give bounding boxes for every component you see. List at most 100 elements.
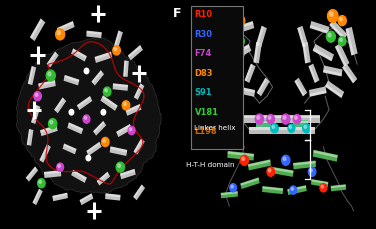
FancyArrow shape xyxy=(40,125,58,136)
FancyArrow shape xyxy=(249,127,315,130)
FancyArrow shape xyxy=(91,70,104,86)
FancyArrow shape xyxy=(44,170,61,178)
FancyArrow shape xyxy=(117,124,131,134)
Circle shape xyxy=(123,102,126,106)
FancyArrow shape xyxy=(262,186,283,194)
Circle shape xyxy=(231,185,233,188)
FancyArrow shape xyxy=(133,185,143,198)
Circle shape xyxy=(340,17,343,21)
FancyArrow shape xyxy=(220,81,237,95)
FancyArrow shape xyxy=(77,96,92,110)
FancyArrow shape xyxy=(97,172,109,183)
FancyArrow shape xyxy=(64,144,76,151)
FancyArrow shape xyxy=(238,86,255,97)
Circle shape xyxy=(238,17,241,21)
FancyArrow shape xyxy=(71,48,87,62)
FancyArrow shape xyxy=(220,81,239,98)
FancyArrow shape xyxy=(30,18,45,41)
FancyArrow shape xyxy=(309,65,317,83)
Circle shape xyxy=(129,128,132,131)
FancyArrow shape xyxy=(72,49,86,58)
FancyArrow shape xyxy=(116,124,132,137)
FancyArrow shape xyxy=(253,42,262,63)
Circle shape xyxy=(114,47,117,51)
FancyArrow shape xyxy=(248,160,270,167)
Circle shape xyxy=(283,116,286,119)
Circle shape xyxy=(304,125,306,128)
FancyArrow shape xyxy=(230,44,251,61)
FancyArrow shape xyxy=(313,48,332,61)
FancyArrow shape xyxy=(227,151,254,161)
Text: D83: D83 xyxy=(195,69,213,78)
FancyArrow shape xyxy=(128,45,143,60)
Circle shape xyxy=(238,38,241,41)
FancyArrow shape xyxy=(287,185,306,192)
FancyArrow shape xyxy=(27,129,31,145)
FancyArrow shape xyxy=(257,78,267,94)
FancyArrow shape xyxy=(31,105,38,123)
Circle shape xyxy=(102,137,109,147)
FancyArrow shape xyxy=(249,127,315,134)
FancyArrow shape xyxy=(67,122,83,134)
FancyArrow shape xyxy=(26,167,36,179)
FancyArrow shape xyxy=(52,193,68,198)
FancyArrow shape xyxy=(100,95,118,111)
FancyArrow shape xyxy=(331,185,346,188)
Circle shape xyxy=(267,114,274,124)
FancyArrow shape xyxy=(313,44,334,61)
Text: L198: L198 xyxy=(195,127,217,136)
FancyArrow shape xyxy=(221,65,241,76)
FancyArrow shape xyxy=(245,64,253,81)
FancyArrow shape xyxy=(313,150,338,158)
Circle shape xyxy=(128,126,135,135)
Circle shape xyxy=(105,89,108,92)
FancyArrow shape xyxy=(295,80,305,96)
Circle shape xyxy=(271,124,278,133)
Text: H-T-H domain: H-T-H domain xyxy=(186,162,235,168)
FancyArrow shape xyxy=(240,177,260,189)
FancyArrow shape xyxy=(297,26,308,47)
FancyArrow shape xyxy=(28,66,36,85)
FancyArrow shape xyxy=(64,75,79,82)
FancyArrow shape xyxy=(31,105,40,124)
FancyArrow shape xyxy=(238,87,255,93)
Circle shape xyxy=(282,114,290,124)
FancyArrow shape xyxy=(134,83,144,100)
FancyArrow shape xyxy=(329,23,345,40)
FancyArrow shape xyxy=(262,186,283,191)
FancyArrow shape xyxy=(346,28,354,55)
FancyArrow shape xyxy=(86,31,102,38)
FancyArrow shape xyxy=(221,191,238,195)
Text: R10: R10 xyxy=(195,10,213,19)
Circle shape xyxy=(272,125,274,128)
FancyArrow shape xyxy=(120,169,135,176)
Text: F74: F74 xyxy=(195,49,212,58)
FancyArrow shape xyxy=(215,43,229,67)
Circle shape xyxy=(257,116,260,119)
Circle shape xyxy=(283,157,286,161)
FancyArrow shape xyxy=(256,26,267,47)
FancyArrow shape xyxy=(311,180,328,184)
FancyArrow shape xyxy=(93,121,105,133)
FancyArrow shape xyxy=(302,42,311,63)
Circle shape xyxy=(58,164,60,167)
Circle shape xyxy=(328,33,331,37)
FancyArrow shape xyxy=(133,138,145,155)
FancyArrow shape xyxy=(235,22,253,30)
Circle shape xyxy=(310,169,312,172)
Circle shape xyxy=(230,184,237,192)
Circle shape xyxy=(57,163,64,171)
FancyArrow shape xyxy=(33,189,41,204)
FancyArrow shape xyxy=(72,170,86,180)
FancyArrow shape xyxy=(102,96,117,108)
Circle shape xyxy=(268,169,271,172)
Circle shape xyxy=(267,167,274,176)
Text: F: F xyxy=(173,7,182,20)
Circle shape xyxy=(255,114,264,124)
Circle shape xyxy=(39,180,41,183)
FancyArrow shape xyxy=(221,66,240,72)
FancyArrow shape xyxy=(110,147,127,153)
FancyArrow shape xyxy=(38,80,56,90)
Circle shape xyxy=(308,167,316,176)
FancyArrow shape xyxy=(114,30,120,46)
